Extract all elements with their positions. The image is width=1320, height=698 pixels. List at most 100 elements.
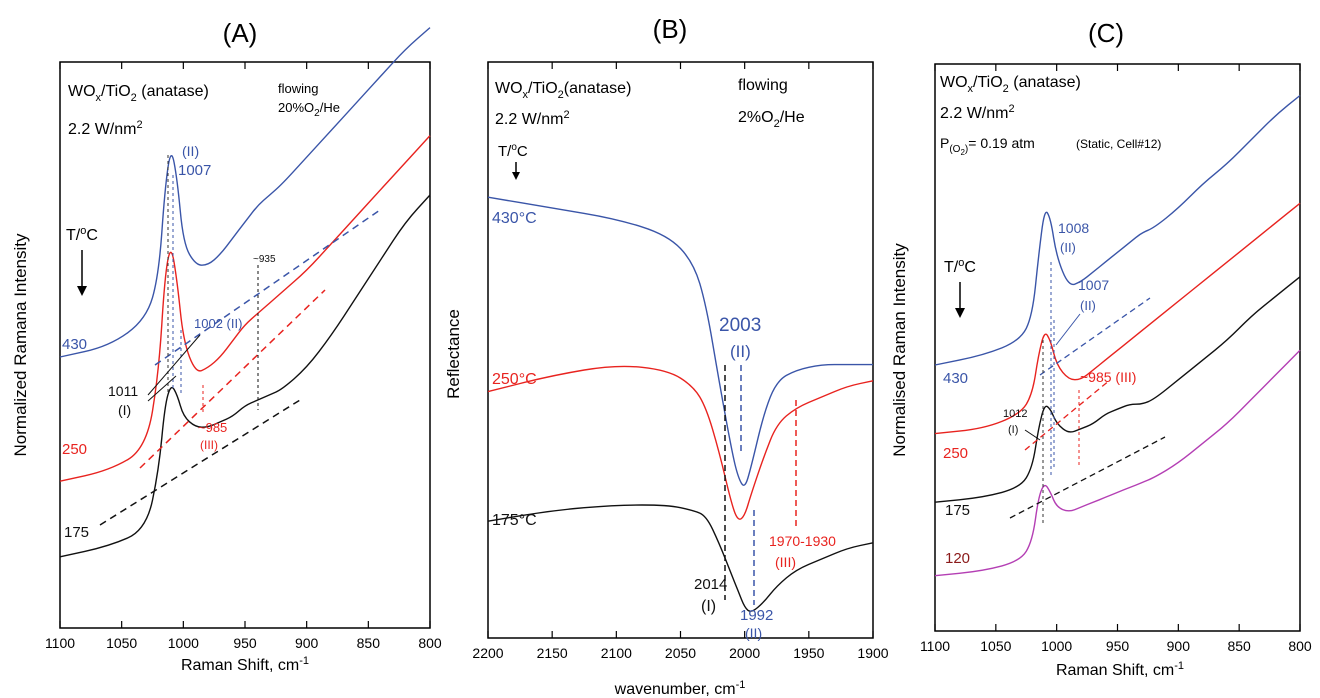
- panel-c-annot-ii-b: (II): [1080, 298, 1096, 313]
- panel-a-annot-935: ~935: [253, 254, 276, 265]
- x-tick-label: 900: [1167, 638, 1191, 654]
- panel-c-annot-i: (I): [1008, 424, 1018, 436]
- series-line-175: [934, 276, 1301, 503]
- panel-b-annot-ii-b: (II): [745, 625, 762, 641]
- panel-c-x-ticks: 1100 1050 1000 950 900 850 800: [920, 64, 1312, 654]
- panel-b-annot-i: (I): [701, 598, 716, 615]
- panel-a: (A) 1100 1050 1000 950 900 850 800 Raman Shift…: [11, 18, 442, 674]
- panel-b-label: (B): [653, 14, 688, 44]
- panel-a-baseline-175: [99, 399, 301, 526]
- panel-a-temp-arrow-head: [77, 286, 87, 296]
- panel-a-leader-1011: [147, 334, 201, 396]
- panel-c-series-label-175: 175: [945, 502, 970, 519]
- x-tick-label: 2100: [601, 645, 632, 661]
- panel-b-series: [487, 196, 874, 612]
- panel-c-annot-1007: 1007: [1078, 277, 1109, 293]
- panel-c-annot-1012: 1012: [1003, 408, 1027, 420]
- panel-a-baseline-250: [139, 289, 326, 469]
- x-tick-label: 2050: [665, 645, 696, 661]
- panel-b-gas-line2: 2%O2/He: [738, 109, 805, 130]
- panel-c-temp-axis-label: T/oC: [944, 257, 976, 276]
- panel-a-leader-1011b: [147, 375, 177, 402]
- panel-a-annot-iii: (III): [200, 438, 218, 452]
- x-tick-label: 900: [295, 635, 319, 651]
- x-tick-label: 1050: [106, 635, 137, 651]
- panel-b-frame: [487, 61, 874, 639]
- panel-a-series-label-175: 175: [64, 524, 89, 541]
- series-line-250: [934, 202, 1301, 435]
- panel-b-annot-iii: (III): [775, 554, 796, 570]
- panel-a-series-label-430: 430: [62, 336, 87, 353]
- panel-a-series: [59, 27, 431, 558]
- panel-c-leader-1012: [1024, 429, 1041, 441]
- panel-a-gas-line1: flowing: [278, 81, 318, 96]
- panel-a-y-axis-title: Normalized Ramana Intensity: [11, 233, 30, 456]
- panel-c-series: [934, 94, 1301, 577]
- panel-b-series-label-175: 175°C: [492, 512, 537, 529]
- x-tick-label: 1100: [920, 638, 950, 654]
- panel-b-annot-1992: 1992: [740, 607, 773, 624]
- panel-a-x-axis-title: Raman Shift, cm-1: [181, 655, 309, 674]
- panel-b-series-label-430: 430°C: [492, 210, 537, 227]
- series-line-175C: [487, 504, 874, 612]
- panel-b-sample-label: WOx/TiO2(anatase): [495, 80, 631, 101]
- x-tick-label: 1050: [980, 638, 1011, 654]
- x-tick-label: 850: [1227, 638, 1251, 654]
- panel-c-series-label-120: 120: [945, 550, 970, 567]
- panel-b-temp-arrow-head: [512, 172, 520, 180]
- panel-a-temp-axis-label: T/oC: [66, 225, 98, 244]
- x-tick-label: 800: [418, 635, 442, 651]
- panel-a-annot-1011: 1011: [108, 383, 138, 399]
- x-tick-label: 1100: [45, 635, 75, 651]
- series-line-430: [59, 27, 431, 358]
- series-line-120: [934, 349, 1301, 577]
- panel-a-baseline-430: [154, 209, 381, 366]
- x-tick-label: 950: [233, 635, 257, 651]
- panel-a-power-label: 2.2 W/nm2: [68, 119, 143, 138]
- panel-b-temp-axis-label: T/oC: [498, 142, 528, 160]
- series-line-430: [934, 94, 1301, 366]
- panel-a-annot-ii: (II): [182, 143, 199, 159]
- panel-c-pressure-note: (Static, Cell#12): [1076, 137, 1161, 151]
- panel-b-annot-1970: 1970-1930: [769, 533, 836, 549]
- panel-a-series-label-250: 250: [62, 441, 87, 458]
- panel-c-baseline-430: [1039, 297, 1151, 376]
- panel-a-annot-i: (I): [118, 402, 131, 418]
- panel-c-y-axis-title: Normalised Raman Intensity: [890, 243, 909, 457]
- panel-a-x-ticks: 1100 1050 1000 950 900 850 800: [45, 62, 442, 651]
- panel-b: (B) 2200 2150 2100 2050 2000 1950 1900 wavenum…: [444, 14, 889, 698]
- panel-b-annot-2014: 2014: [694, 576, 727, 593]
- series-line-250C: [487, 365, 874, 520]
- x-tick-label: 1950: [793, 645, 824, 661]
- panel-a-annot-1007: 1007: [178, 162, 211, 179]
- panel-c-series-label-250: 250: [943, 445, 968, 462]
- panel-b-annot-2003: 2003: [719, 315, 761, 336]
- panel-c-power-label: 2.2 W/nm2: [940, 103, 1015, 122]
- panel-c-annot-985: ~985 (III): [1080, 369, 1136, 385]
- panel-c-pressure-label: P(O2)= 0.19 atm: [940, 135, 1035, 157]
- x-tick-label: 850: [357, 635, 381, 651]
- panel-c-baseline-175: [1009, 436, 1166, 519]
- panel-a-sample-label: WOx/TiO2 (anatase): [68, 83, 209, 104]
- panel-c: (C) 1100 1050 1000 950 900 850 800 Raman Shift…: [890, 18, 1312, 679]
- x-tick-label: 2000: [729, 645, 760, 661]
- panel-b-x-axis-title: wavenumber, cm-1: [614, 679, 746, 698]
- panel-b-gas-line1: flowing: [738, 77, 788, 94]
- panel-c-baseline-250: [1024, 379, 1111, 451]
- x-tick-label: 2150: [537, 645, 568, 661]
- panel-c-temp-arrow-head: [955, 308, 965, 318]
- x-tick-label: 800: [1288, 638, 1312, 654]
- panel-c-series-label-430: 430: [943, 370, 968, 387]
- panel-b-power-label: 2.2 W/nm2: [495, 109, 570, 128]
- x-tick-label: 1000: [1041, 638, 1072, 654]
- panel-c-label: (C): [1088, 18, 1124, 48]
- x-tick-label: 1000: [168, 635, 199, 651]
- panel-a-label: (A): [223, 18, 258, 48]
- panel-c-leader-1007: [1055, 313, 1081, 346]
- panel-a-annot-1002: 1002 (II): [194, 316, 242, 331]
- x-tick-label: 2200: [472, 645, 503, 661]
- series-line-175: [59, 194, 431, 558]
- panel-a-gas-line2: 20%O2/He: [278, 100, 340, 119]
- x-tick-label: 1900: [857, 645, 888, 661]
